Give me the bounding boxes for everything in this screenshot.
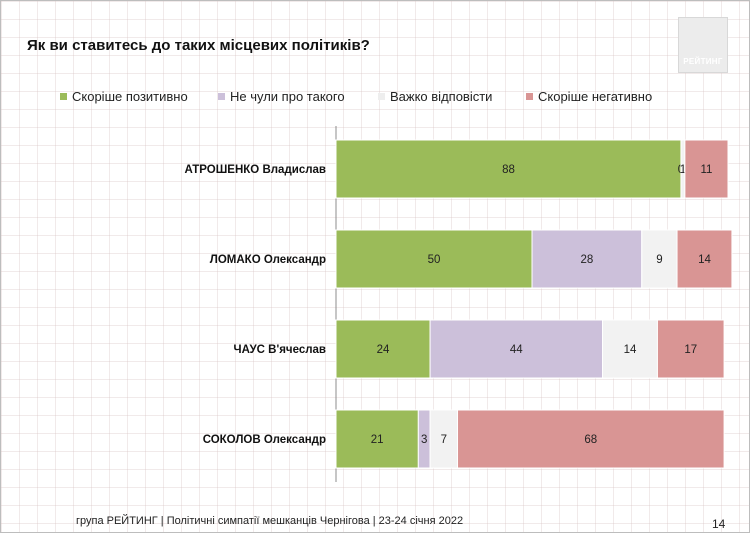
- data-label: 24: [377, 344, 390, 356]
- legend-label: Скоріше негативно: [538, 89, 653, 104]
- category-label: ЧАУС В'ячеслав: [234, 344, 326, 356]
- logo-text: РЕЙТИНГ: [683, 57, 723, 66]
- category-label: АТРОШЕНКО Владислав: [185, 164, 326, 176]
- legend-swatch: [218, 93, 225, 100]
- legend-item-negative: Скоріше негативно: [526, 89, 652, 104]
- rating-logo: РЕЙТИНГ: [678, 17, 728, 73]
- bar-segment-positive: [335, 409, 419, 469]
- legend-label: Скоріше позитивно: [72, 89, 188, 104]
- data-label: 7: [441, 434, 447, 446]
- data-label: 50: [428, 254, 441, 266]
- footer-source: група РЕЙТИНГ | Політичні симпатії мешка…: [76, 515, 464, 527]
- legend-label: Важко відповісти: [390, 89, 493, 104]
- legend-swatch: [378, 93, 385, 100]
- data-label: 68: [584, 434, 597, 446]
- data-label: 17: [684, 344, 697, 356]
- data-label: 3: [421, 434, 427, 446]
- bar-segment-positive: [335, 139, 682, 199]
- data-label: 9: [656, 254, 662, 266]
- data-label: 28: [580, 254, 593, 266]
- legend-item-positive: Скоріше позитивно: [60, 89, 188, 104]
- data-label: 1: [680, 164, 686, 176]
- category-label: ЛОМАКО Олександр: [210, 254, 326, 266]
- bar-segment-positive: [335, 229, 533, 289]
- bar-segment-not-heard: [531, 229, 643, 289]
- data-label: 11: [700, 164, 712, 176]
- legend-label: Не чули про такого: [230, 89, 345, 104]
- legend-item-not-heard: Не чули про такого: [218, 89, 345, 104]
- page-number: 14: [712, 517, 726, 531]
- category-label: СОКОЛОВ Олександр: [203, 434, 326, 446]
- data-label: 88: [502, 164, 515, 176]
- data-label: 44: [510, 344, 523, 356]
- legend-swatch: [526, 93, 533, 100]
- data-label: 14: [624, 344, 637, 356]
- bar-segment-negative: [684, 139, 729, 199]
- bar-segment-negative: [676, 229, 733, 289]
- bar-segment-negative: [457, 409, 725, 469]
- bar-segment-hard-to-say: [602, 319, 658, 379]
- legend-swatch: [60, 93, 67, 100]
- page-title: Як ви ставитесь до таких місцевих політи…: [27, 37, 370, 54]
- bar-segment-not-heard: [429, 319, 604, 379]
- bar-segment-negative: [656, 319, 725, 379]
- data-label: 14: [698, 254, 711, 266]
- legend-item-hard-to-say: Важко відповісти: [378, 89, 492, 104]
- bar-segment-positive: [335, 319, 431, 379]
- data-label: 21: [371, 434, 384, 446]
